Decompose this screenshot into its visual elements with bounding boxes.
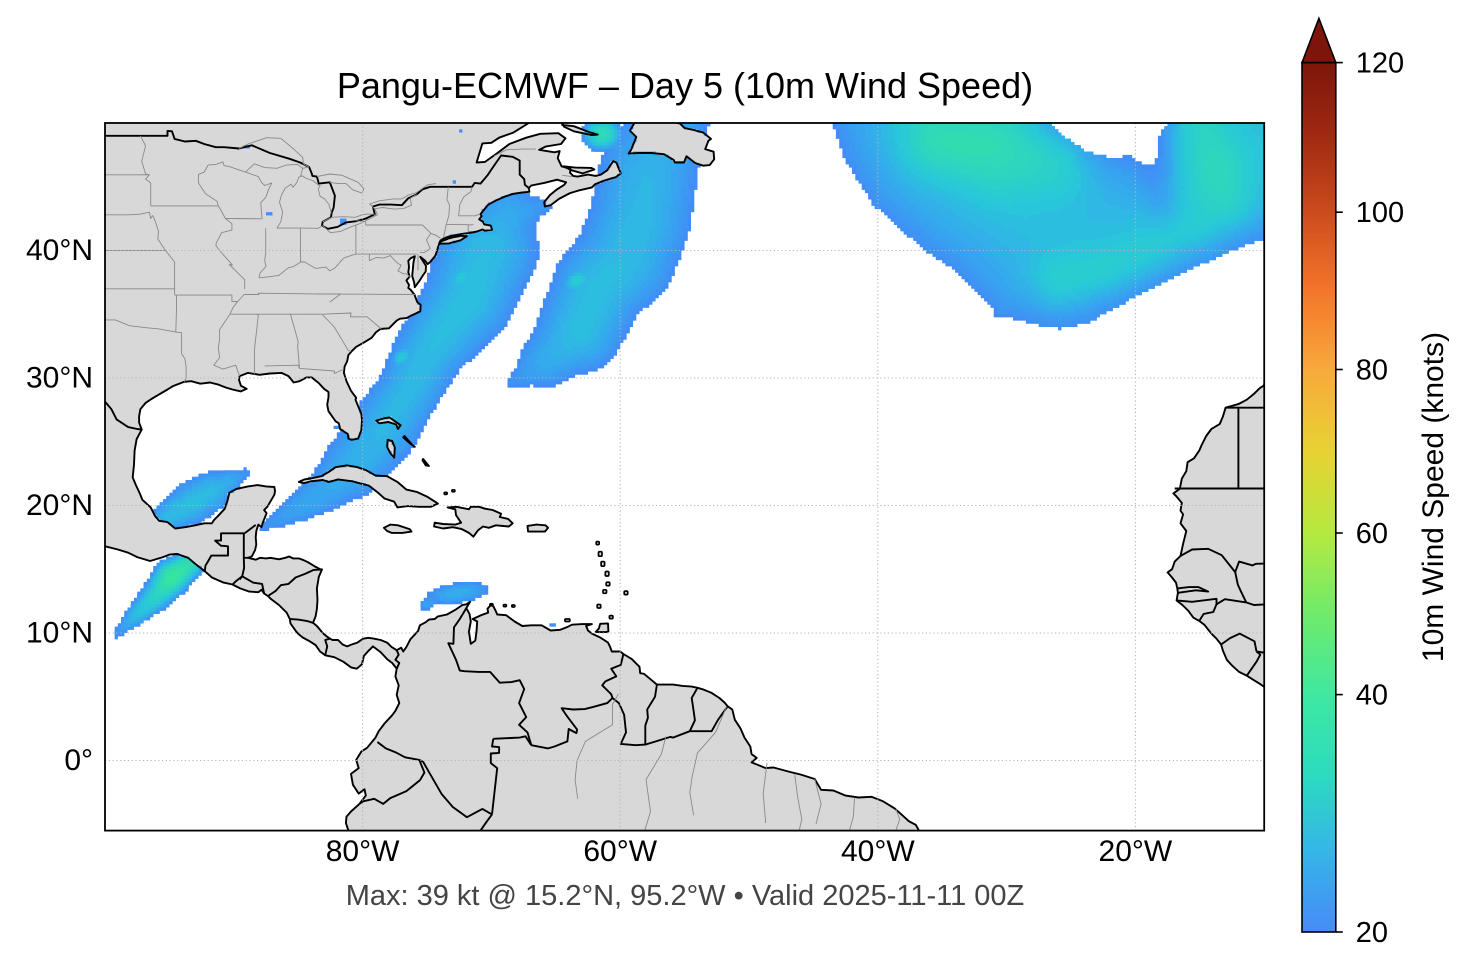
svg-text:40: 40 <box>1356 680 1388 712</box>
svg-text:Max: 39 kt @ 15.2°N, 95.2°W •: Max: 39 kt @ 15.2°N, 95.2°W • Valid 2025… <box>346 880 1025 912</box>
svg-text:20°N: 20°N <box>26 489 93 522</box>
svg-text:80: 80 <box>1356 355 1388 387</box>
svg-text:0°: 0° <box>64 744 93 777</box>
svg-text:60: 60 <box>1356 518 1388 550</box>
svg-text:60°W: 60°W <box>583 835 657 868</box>
svg-text:100: 100 <box>1356 197 1404 229</box>
svg-text:Pangu-ECMWF – Day 5 (10m Wind: Pangu-ECMWF – Day 5 (10m Wind Speed) <box>337 65 1033 106</box>
svg-text:20: 20 <box>1356 917 1388 949</box>
svg-text:30°N: 30°N <box>26 362 93 395</box>
svg-text:20°W: 20°W <box>1099 835 1173 868</box>
svg-text:40°N: 40°N <box>26 234 93 267</box>
svg-text:10°N: 10°N <box>26 617 93 650</box>
svg-text:120: 120 <box>1356 48 1404 80</box>
svg-text:40°W: 40°W <box>841 835 915 868</box>
svg-text:80°W: 80°W <box>326 835 400 868</box>
svg-text:10m Wind Speed (knots): 10m Wind Speed (knots) <box>1417 332 1450 662</box>
